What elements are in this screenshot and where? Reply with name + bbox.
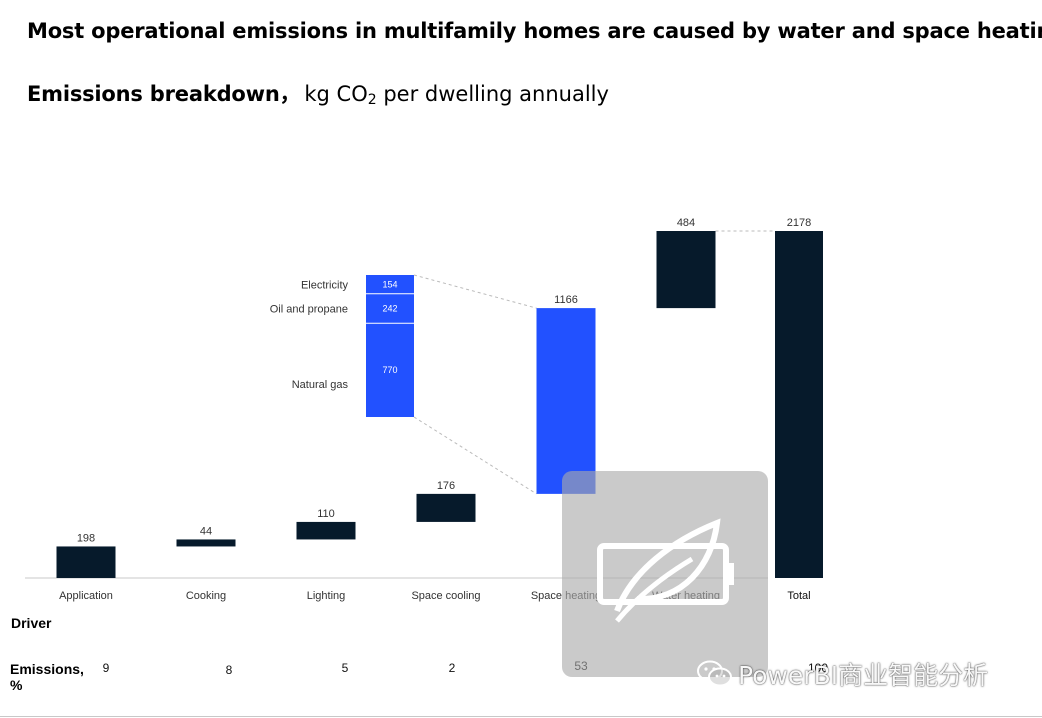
unit-subscript: 2 bbox=[367, 92, 377, 108]
emissions-label-line2: % bbox=[10, 677, 23, 693]
value-label-1: 44 bbox=[200, 525, 212, 537]
category-label-3: Space cooling bbox=[411, 590, 480, 602]
emissions-row-label: Emissions, % bbox=[10, 661, 84, 693]
category-label-2: Lighting bbox=[307, 590, 346, 602]
value-label-3: 176 bbox=[437, 480, 455, 492]
wechat-icon bbox=[697, 660, 732, 687]
bar-application bbox=[56, 546, 116, 578]
bar-lighting bbox=[296, 521, 356, 540]
breakdown-value-0: 154 bbox=[382, 279, 397, 289]
emissions-percent-2: 5 bbox=[342, 661, 349, 675]
breakdown-value-1: 242 bbox=[382, 303, 397, 313]
leaf-battery-icon bbox=[597, 518, 734, 623]
breakdown-label-0: Electricity bbox=[301, 279, 349, 291]
breakdown-electricity bbox=[366, 275, 414, 294]
value-label-0: 198 bbox=[77, 532, 95, 544]
category-label-0: Application bbox=[59, 590, 113, 602]
watermark-text: PowerBI商业智能分析 bbox=[738, 661, 989, 690]
emissions-percent-3: 2 bbox=[449, 661, 456, 675]
breakdown-natural-gas bbox=[366, 323, 414, 417]
category-label-1: Cooking bbox=[186, 590, 226, 602]
driver-row-label: Driver bbox=[11, 615, 52, 631]
connector-breakdown-top bbox=[413, 274, 537, 309]
watermark-overlay bbox=[562, 471, 768, 677]
bar-space-heating bbox=[536, 308, 596, 494]
subtitle: Emissions breakdown， kg CO2 per dwelling … bbox=[27, 78, 609, 108]
watermark: PowerBI商业智能分析 bbox=[696, 656, 988, 692]
emissions-percent-0: 9 bbox=[103, 661, 110, 675]
bottom-divider bbox=[0, 716, 1042, 717]
value-label-4: 1166 bbox=[554, 294, 578, 306]
unit-prefix: kg CO bbox=[304, 82, 368, 106]
bar-cooking bbox=[176, 539, 236, 547]
emissions-label-line1: Emissions, bbox=[10, 661, 84, 677]
emissions-percent-1: 8 bbox=[226, 663, 233, 677]
headline: Most operational emissions in multifamil… bbox=[27, 19, 1042, 43]
category-label-6: Total bbox=[787, 590, 810, 602]
emissions-percent-6: 100 bbox=[808, 661, 828, 675]
value-label-2: 110 bbox=[317, 508, 335, 520]
bar-total bbox=[775, 231, 823, 578]
unit-suffix: per dwelling annually bbox=[376, 82, 609, 106]
bar-water-heating bbox=[656, 231, 716, 309]
subtitle-bold: Emissions breakdown， bbox=[27, 82, 301, 106]
value-label-5: 484 bbox=[677, 217, 695, 229]
breakdown-label-2: Natural gas bbox=[292, 379, 349, 391]
value-label-6: 2178 bbox=[787, 217, 811, 229]
breakdown-value-2: 770 bbox=[382, 365, 397, 375]
subtitle-unit: kg CO2 per dwelling annually bbox=[304, 82, 609, 108]
breakdown-label-1: Oil and propane bbox=[270, 303, 348, 315]
breakdown-oil-and-propane bbox=[366, 293, 414, 324]
bar-space-cooling bbox=[416, 493, 476, 522]
connector-breakdown-bottom bbox=[413, 416, 537, 495]
